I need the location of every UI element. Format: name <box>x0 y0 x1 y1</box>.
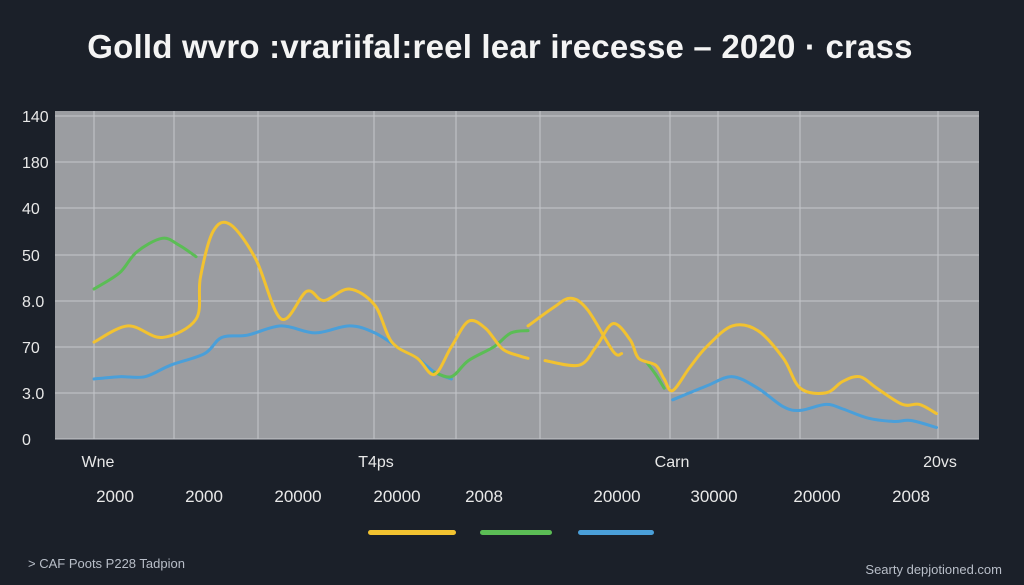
series-line-green <box>645 361 666 390</box>
x-tick-label: 2008 <box>465 487 503 506</box>
y-tick-label: 180 <box>22 155 49 172</box>
y-tick-label: 70 <box>22 340 40 357</box>
legend-swatch-blue <box>578 530 654 535</box>
x-tick-label: 20000 <box>373 487 420 506</box>
x-group-label: 20vs <box>923 454 957 471</box>
y-tick-label: 8.0 <box>22 294 44 311</box>
y-tick-label: 140 <box>22 109 49 126</box>
y-tick-label: 50 <box>22 248 40 265</box>
x-group-label: Wne <box>82 454 115 471</box>
x-group-label: T4ps <box>358 454 394 471</box>
plot-area <box>55 111 979 439</box>
x-group-label: Carn <box>655 454 690 471</box>
footer-credit: Searty depjotioned.com <box>865 562 1002 577</box>
series-line-yellow <box>92 220 530 376</box>
x-tick-label: 20000 <box>274 487 321 506</box>
y-tick-label: 3.0 <box>22 386 44 403</box>
series-line-yellow <box>526 296 624 357</box>
legend-swatch-green <box>480 530 552 535</box>
y-tick-label: 40 <box>22 201 40 218</box>
chart-title: Golld wvro :vrariifal:reel lear irecesse… <box>87 28 913 65</box>
x-tick-label: 2000 <box>96 487 134 506</box>
x-tick-label: 2008 <box>892 487 930 506</box>
series-line-yellow <box>543 322 938 416</box>
series-line-blue <box>671 375 938 429</box>
x-tick-label: 20000 <box>593 487 640 506</box>
series-line-green <box>432 329 530 379</box>
series-line-green <box>92 236 198 291</box>
y-tick-label: 0 <box>22 432 31 449</box>
x-tick-label: 2000 <box>185 487 223 506</box>
x-tick-label: 20000 <box>793 487 840 506</box>
x-tick-label: 30000 <box>690 487 737 506</box>
legend-swatch-yellow <box>368 530 456 535</box>
footer-source: > CAF Poots P228 Tadpion <box>28 556 185 571</box>
